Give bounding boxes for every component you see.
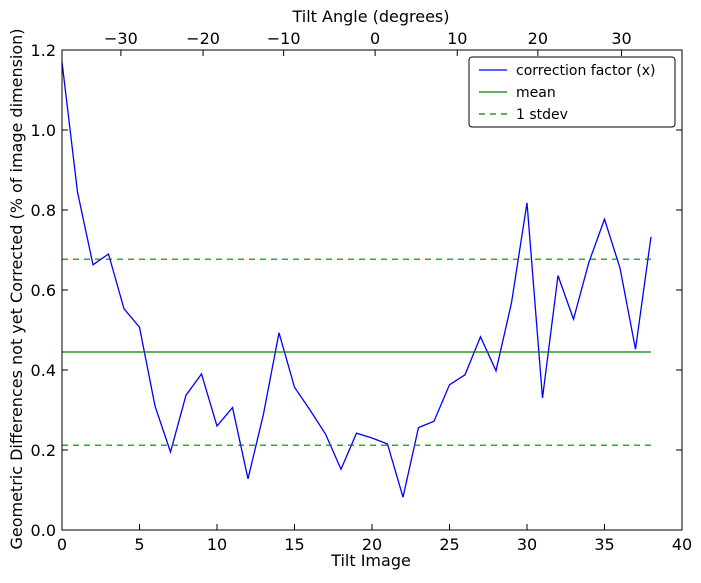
y-tick-label: 0.6	[31, 281, 56, 300]
y-tick-label: 0.8	[31, 201, 56, 220]
y-tick-label: 0.0	[31, 521, 56, 540]
x-axis-label: Tilt Image	[330, 551, 411, 570]
x-tick-label: 20	[362, 535, 382, 554]
top-x-tick-label: 10	[447, 29, 467, 48]
top-x-tick-label: −30	[104, 29, 138, 48]
x-tick-label: 0	[57, 535, 67, 554]
series-line-correction-factor-x-0	[61, 61, 652, 498]
legend-label: mean	[516, 85, 556, 101]
x-tick-label: 5	[134, 535, 144, 554]
top-x-tick-label: −10	[267, 29, 301, 48]
y-tick-label: 1.0	[31, 121, 56, 140]
x-tick-label: 10	[207, 535, 227, 554]
x-tick-label: 30	[517, 535, 537, 554]
x-tick-label: 40	[672, 535, 692, 554]
x-tick-label: 25	[439, 535, 459, 554]
top-axis-label: Tilt Angle (degrees)	[291, 7, 449, 26]
x-tick-label: 35	[594, 535, 614, 554]
legend: correction factor (x) mean 1 stdev	[468, 56, 676, 128]
y-axis-label: Geometric Differences not yet Corrected …	[7, 28, 26, 549]
y-tick-label: 0.4	[31, 361, 56, 380]
legend-label: 1 stdev	[516, 107, 568, 123]
top-x-tick-label: 30	[611, 29, 631, 48]
legend-box	[468, 56, 676, 128]
x-tick-label: 15	[284, 535, 304, 554]
y-tick-label: 0.2	[31, 441, 56, 460]
top-x-tick-label: −20	[186, 29, 220, 48]
legend-label: correction factor (x)	[516, 63, 655, 79]
axes-layer: 0 5 10 15 20 25 30 35 40 0.0 0.2 0.4 0.6 0.8 1.0 1.2 −30…	[31, 29, 693, 554]
top-x-tick-label: 20	[528, 29, 548, 48]
y-tick-label: 1.2	[31, 41, 56, 60]
top-x-tick-label: 0	[370, 29, 380, 48]
series-layer	[61, 61, 652, 498]
